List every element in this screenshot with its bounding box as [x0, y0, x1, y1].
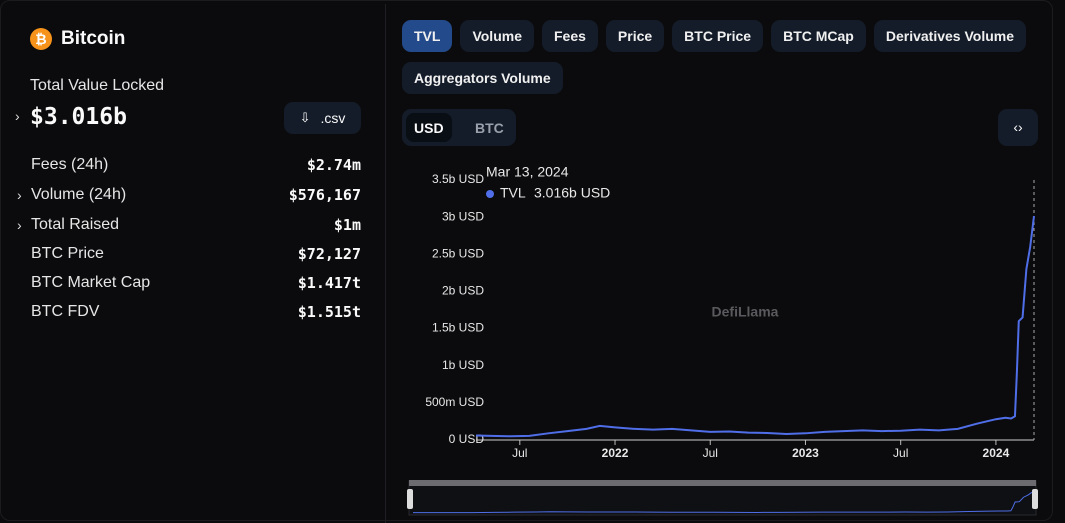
x-tick-label: 2023: [792, 446, 819, 460]
stat-label: Total Raised: [31, 216, 120, 233]
stat-value: $1.417t: [297, 274, 361, 292]
stat-label: BTC Price: [31, 245, 104, 262]
x-tick-label: Jul: [703, 446, 718, 460]
tvl-line: [475, 215, 1035, 438]
chevron[interactable]: ›: [17, 217, 22, 233]
slider-handle[interactable]: [1032, 489, 1038, 509]
stat-label: Volume (24h): [31, 186, 127, 203]
tab[interactable]: BTC MCap: [771, 20, 866, 52]
tab[interactable]: Fees: [541, 20, 598, 52]
protocol-title: Bitcoin: [61, 28, 126, 49]
y-tick-label: 2.5b USD: [432, 246, 484, 260]
csv-button[interactable]: ⇩ .csv: [284, 102, 361, 134]
stat-value: $576,167: [288, 186, 361, 204]
tvl-label: Total Value Locked: [30, 77, 165, 94]
y-tick-label: 3.5b USD: [432, 172, 484, 186]
y-tick-label: 500m USD: [425, 395, 484, 409]
y-tick-label: 3b USD: [442, 209, 484, 223]
chevron[interactable]: ›: [17, 187, 22, 203]
stat-value: $2.74m: [306, 156, 361, 174]
stat-label: BTC Market Cap: [31, 274, 151, 291]
stat-label: Fees (24h): [31, 156, 109, 173]
tab[interactable]: BTC Price: [672, 20, 764, 52]
x-tick-label: 2022: [602, 446, 629, 460]
y-tick-label: 0 USD: [449, 432, 485, 446]
tab[interactable]: Aggregators Volume: [402, 62, 563, 94]
y-tick-label: 1b USD: [442, 358, 484, 372]
tab[interactable]: Derivatives Volume: [873, 20, 1026, 52]
y-tick-label: 2b USD: [442, 284, 484, 298]
stat-value: $72,127: [297, 245, 361, 263]
embed-button[interactable]: ‹›: [998, 109, 1038, 146]
stat-value: $1m: [333, 216, 361, 234]
toggle-active: [406, 113, 452, 142]
x-tick-label: 2024: [983, 446, 1010, 460]
bitcoin-icon: ₿: [30, 28, 52, 50]
tooltip-series: TVL: [500, 185, 526, 201]
tab[interactable]: TVL: [402, 20, 453, 52]
currency-btc[interactable]: BTC: [475, 120, 504, 136]
tooltip-date: Mar 13, 2024: [486, 164, 569, 180]
y-tick-label: 1.5b USD: [432, 321, 484, 335]
watermark: DefiLlama: [712, 304, 779, 320]
stat-value: $1.515t: [297, 303, 361, 321]
overview-line: [412, 491, 1033, 514]
divider: [385, 4, 386, 523]
slider-bar[interactable]: [409, 480, 1036, 486]
currency-toggle: USD BTC: [402, 109, 516, 146]
tab[interactable]: Price: [605, 20, 665, 52]
stat-label: BTC FDV: [31, 303, 100, 320]
tab-bar: TVL Volume Fees Price BTC Price BTC MCap Deriv…: [402, 20, 1042, 94]
tvl-value: $3.016b: [30, 104, 127, 130]
chevron[interactable]: ›: [15, 108, 20, 124]
tooltip-value: 3.016b USD: [534, 185, 610, 201]
currency-usd[interactable]: USD: [414, 120, 444, 136]
csv-label: .csv: [320, 110, 346, 126]
x-tick-label: Jul: [512, 446, 527, 460]
download-icon: ⇩: [299, 110, 311, 125]
range-slider[interactable]: [408, 480, 1037, 516]
slider-handle[interactable]: [407, 489, 413, 509]
x-tick-label: Jul: [893, 446, 908, 460]
tooltip-dot: [486, 190, 494, 198]
tab[interactable]: Volume: [460, 20, 534, 52]
